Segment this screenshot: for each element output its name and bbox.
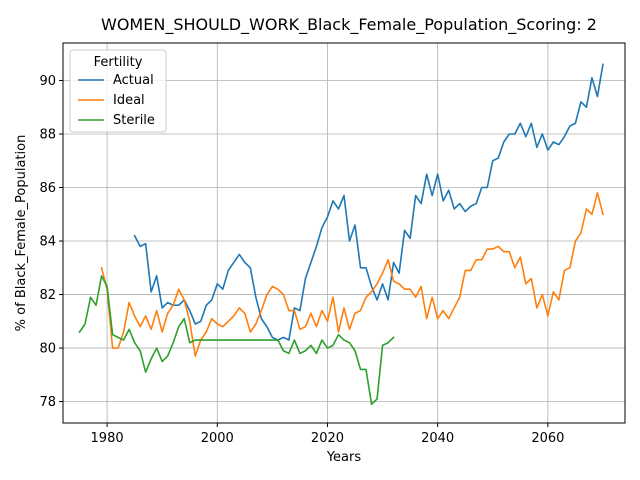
legend-label-actual: Actual — [113, 73, 154, 88]
chart-title: WOMEN_SHOULD_WORK_Black_Female_Populatio… — [101, 15, 597, 35]
x-tick-label: 2020 — [311, 431, 344, 446]
x-tick-label: 2060 — [531, 431, 564, 446]
legend-items: Actual Ideal Sterile — [78, 73, 155, 128]
x-axis-title: Years — [326, 450, 362, 465]
legend-label-ideal: Ideal — [113, 93, 145, 108]
legend-label-sterile: Sterile — [113, 113, 155, 128]
y-axis: 78 80 82 84 86 88 90 — [39, 74, 63, 410]
x-axis: 1980 2000 2020 2040 2060 — [91, 423, 564, 446]
series-line-ideal — [100, 192, 604, 357]
x-tick-label: 2040 — [421, 431, 454, 446]
x-tick-label: 1980 — [91, 431, 124, 446]
series-lines — [78, 63, 604, 406]
y-axis-title: % of Black_Female_Population — [14, 135, 29, 332]
y-tick-label: 86 — [39, 181, 56, 196]
series-line-sterile — [78, 275, 395, 406]
y-tick-label: 82 — [39, 288, 56, 303]
y-tick-label: 80 — [39, 342, 56, 357]
y-tick-label: 84 — [39, 235, 56, 250]
plot-frame — [62, 42, 626, 424]
x-tick-label: 2000 — [201, 431, 234, 446]
legend: Fertility Actual Ideal Sterile — [69, 49, 167, 133]
legend-title: Fertility — [94, 55, 143, 70]
grid — [63, 43, 625, 423]
y-tick-label: 88 — [39, 127, 56, 142]
legend-box — [69, 49, 167, 133]
y-tick-label: 90 — [39, 74, 56, 89]
y-tick-label: 78 — [39, 395, 56, 410]
series-line-actual — [133, 63, 604, 341]
